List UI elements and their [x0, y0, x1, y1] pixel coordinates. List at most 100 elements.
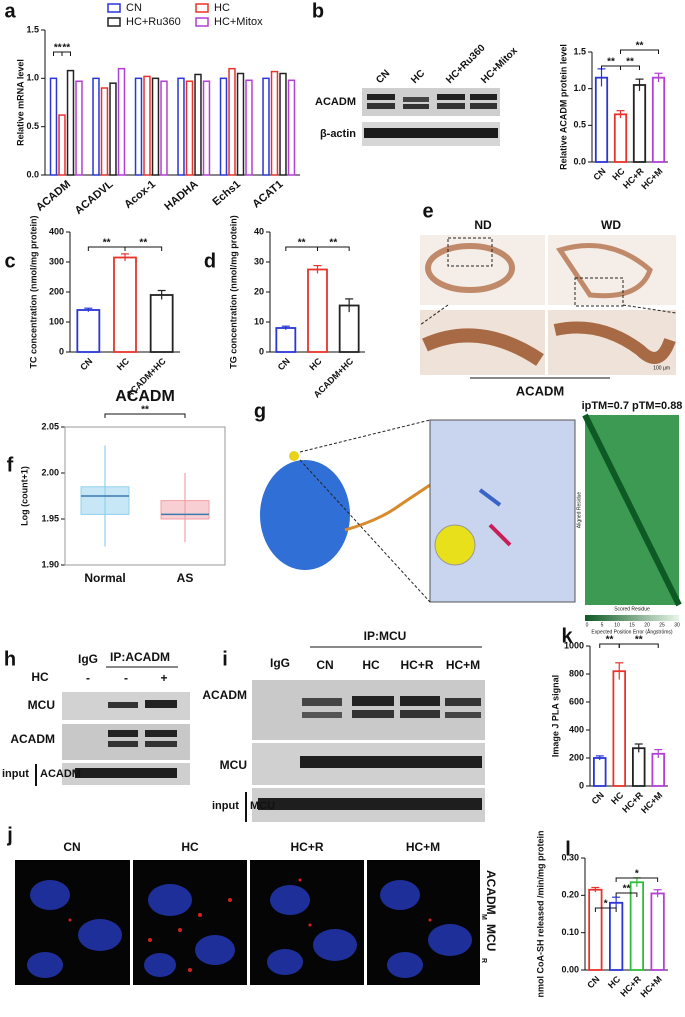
panel-letter: e — [422, 200, 433, 222]
panel-letter: a — [4, 0, 16, 22]
panel-letter: g — [254, 400, 266, 422]
significance-label: * — [635, 869, 639, 880]
stain-sub: M — [480, 914, 487, 920]
x-tick-label: CN — [78, 356, 94, 372]
y-axis-label: Relative ACADM protein level — [558, 44, 568, 170]
tissue-images — [419, 235, 677, 379]
y-tick-label: 20 — [254, 286, 264, 296]
plot-frame — [64, 426, 226, 566]
y-tick-label: 400 — [569, 724, 584, 734]
bar — [593, 757, 607, 787]
box — [80, 486, 130, 515]
column-label: ND — [474, 218, 492, 232]
y-axis-label: Relative mRNA level — [15, 59, 25, 146]
colorbar-tick: 25 — [659, 622, 665, 628]
lane-label: HC+M — [446, 658, 480, 672]
blot-image — [362, 88, 500, 146]
significance-label: ** — [329, 238, 337, 249]
significance-bracket — [620, 49, 659, 54]
legend-label: HC+Mitox — [214, 16, 263, 28]
legend-label: CN — [126, 2, 142, 14]
lane-label: CN — [316, 658, 333, 672]
y-tick-label: 600 — [569, 696, 584, 706]
significance-label: ** — [298, 238, 306, 249]
y-tick-label: 2.05 — [41, 421, 59, 431]
y-tick-label: 1.5 — [573, 46, 586, 56]
x-tick-label: HC+R — [618, 974, 643, 999]
bar — [143, 75, 151, 176]
significance-bracket — [104, 413, 186, 418]
significance-label: ** — [626, 57, 634, 68]
stain-label: ACADM — [516, 383, 564, 398]
y-tick-label: 1.0 — [573, 83, 586, 93]
row-label: MCU — [250, 800, 275, 812]
row-label: MCU — [28, 698, 55, 712]
colorbar-tick: 15 — [629, 622, 635, 628]
lane-label: HC+R — [400, 658, 433, 672]
legend-swatch — [195, 17, 209, 27]
y-axis-label: Image J PLA signal — [550, 675, 560, 757]
significance-bracket — [620, 65, 640, 70]
significance-bracket — [61, 51, 71, 56]
y-tick-label: 0.5 — [26, 121, 39, 131]
bar — [76, 309, 101, 353]
cell-images — [15, 860, 480, 985]
bar — [338, 304, 360, 353]
row-label: ACADM — [315, 96, 356, 108]
bar — [270, 70, 279, 176]
bar — [228, 67, 236, 176]
chart-title: ipTM=0.7 pTM=0.88 — [582, 400, 683, 412]
stain-label: ACADM — [484, 870, 498, 915]
bar — [262, 77, 270, 176]
legend-swatch — [107, 3, 121, 13]
y-axis-label: Aligned Residue — [576, 492, 582, 529]
column-label: CN — [63, 840, 80, 854]
control-label: IgG — [78, 652, 98, 666]
input-label: input — [2, 768, 29, 780]
colorbar-tick: 5 — [601, 622, 604, 628]
y-tick-label: 0.0 — [573, 156, 586, 166]
stain-label: MCU — [484, 924, 498, 951]
x-tick-label: CN — [276, 356, 292, 372]
panel-letter: i — [222, 648, 228, 670]
y-tick-label: 1.0 — [26, 73, 39, 83]
bar — [49, 77, 58, 176]
y-tick-label: 10 — [254, 316, 264, 326]
significance-bracket — [317, 246, 350, 251]
bar — [134, 77, 143, 176]
bar — [632, 747, 646, 787]
bar — [160, 80, 168, 176]
x-tick-label: ACAT1 — [250, 178, 285, 210]
y-tick-label: 300 — [49, 256, 64, 266]
panel-letter: l — [565, 838, 571, 860]
bar — [92, 77, 100, 176]
y-tick-label: 1.90 — [41, 559, 59, 569]
bar — [109, 82, 117, 176]
significance-bracket — [594, 907, 617, 912]
y-tick-label: 30 — [254, 256, 264, 266]
x-tick-label: Acox-1 — [122, 178, 158, 211]
legend-swatch — [107, 17, 121, 27]
y-tick-label: 0.10 — [561, 927, 579, 937]
bar — [202, 80, 211, 176]
row-label: β-actin — [320, 128, 356, 140]
x-tick-label: HC+M — [639, 166, 664, 191]
y-axis-label: nmol CoA-SH released /min/mg protein — [535, 830, 545, 997]
y-tick-label: 0 — [259, 346, 264, 356]
y-tick-label: 200 — [569, 752, 584, 762]
bar — [151, 77, 160, 176]
lane-label: HC — [409, 68, 427, 86]
y-tick-label: 1.5 — [26, 24, 39, 34]
x-tick-label: CN — [591, 166, 607, 182]
panel-letter: k — [561, 625, 573, 647]
blot-image — [62, 692, 190, 785]
ip-label: IP:MCU — [364, 629, 407, 643]
bar — [245, 79, 253, 176]
lane-label: HC — [362, 658, 380, 672]
x-tick-label: HC — [115, 356, 132, 373]
bar — [113, 256, 137, 353]
y-tick-label: 0 — [59, 346, 64, 356]
significance-label: ** — [636, 41, 644, 52]
y-tick-label: 800 — [569, 668, 584, 678]
